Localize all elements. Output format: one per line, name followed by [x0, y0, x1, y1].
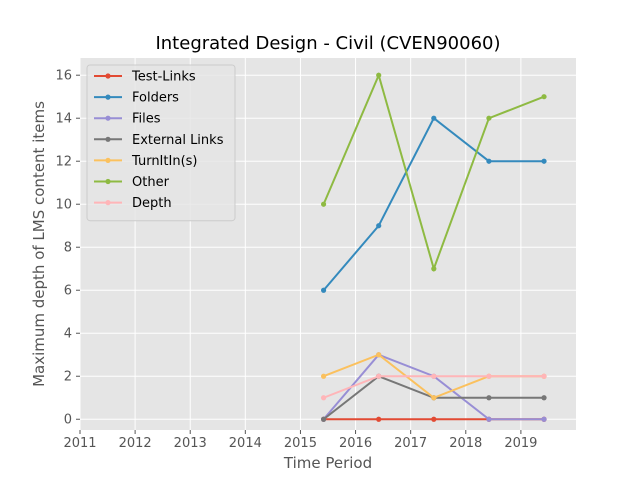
- data-point-folders: [376, 223, 382, 229]
- data-point-other: [320, 201, 327, 207]
- y-tick-label: 6: [64, 284, 72, 299]
- legend: Test-Links Folders Files External Links Turn…: [86, 64, 236, 222]
- legend-label-test-links: Test-Links: [131, 70, 196, 85]
- data-point-other: [486, 115, 492, 121]
- y-tick-label: 2: [64, 370, 72, 385]
- y-axis-label: Maximum depth of LMS content items: [30, 101, 48, 387]
- legend-box: [86, 64, 236, 222]
- data-point-other: [431, 266, 437, 272]
- data-point-external-links: [320, 416, 327, 422]
- x-tick-label: 2015: [284, 436, 317, 451]
- y-axis-ticks: 0 2 4 6 8 10 12 14 16: [55, 69, 80, 428]
- data-point-depth: [376, 373, 382, 379]
- y-tick-label: 4: [64, 327, 72, 342]
- y-tick-label: 8: [64, 241, 72, 256]
- data-point-folders: [486, 158, 492, 164]
- legend-marker-folders: [105, 94, 111, 100]
- legend-label-other: Other: [132, 175, 170, 190]
- data-point-test-links: [376, 416, 382, 422]
- data-point-test-links: [431, 416, 437, 422]
- legend-marker-depth: [105, 200, 111, 206]
- x-axis-ticks: 2011 2012 2013 2014 2015 2016 2017 2018 2019: [63, 430, 537, 451]
- legend-marker-turnitin-s: [105, 157, 111, 163]
- x-tick-label: 2019: [504, 436, 537, 451]
- legend-label-files: Files: [132, 112, 161, 127]
- x-tick-label: 2016: [339, 436, 372, 451]
- data-point-external-links: [486, 395, 492, 401]
- series-lines: [320, 72, 547, 422]
- y-tick-label: 12: [55, 155, 72, 170]
- chart-title: Integrated Design - Civil (CVEN90060): [155, 33, 500, 54]
- legend-marker-test-links: [105, 73, 111, 79]
- data-point-other: [376, 72, 382, 78]
- y-tick-label: 16: [55, 69, 72, 84]
- legend-label-external-links: External Links: [132, 133, 224, 148]
- legend-marker-other: [105, 178, 111, 185]
- y-tick-label: 14: [55, 112, 72, 127]
- legend-marker-files: [105, 115, 111, 121]
- y-tick-label: 10: [55, 198, 72, 213]
- data-point-depth: [486, 373, 492, 379]
- data-point-turnitin-s: [376, 352, 382, 358]
- data-point-depth: [320, 395, 327, 401]
- legend-label-turnitin-s: TurnItIn(s): [131, 154, 197, 169]
- data-point-depth: [431, 373, 437, 379]
- data-point-files: [541, 416, 547, 422]
- y-tick-label: 0: [64, 413, 72, 428]
- x-axis-label: Time Period: [283, 454, 372, 472]
- data-point-other: [541, 94, 547, 100]
- legend-label-folders: Folders: [132, 91, 179, 106]
- x-tick-label: 2014: [229, 436, 262, 451]
- data-point-turnitin-s: [320, 373, 327, 379]
- x-tick-label: 2011: [63, 436, 96, 451]
- data-point-files: [486, 416, 492, 422]
- x-tick-label: 2018: [449, 436, 482, 451]
- legend-marker-external-links: [105, 136, 111, 142]
- x-tick-label: 2013: [174, 436, 207, 451]
- data-point-folders: [431, 115, 437, 121]
- data-point-turnitin-s: [431, 395, 437, 401]
- data-point-external-links: [541, 395, 547, 401]
- x-tick-label: 2017: [394, 436, 427, 451]
- data-point-depth: [541, 373, 547, 379]
- x-tick-label: 2012: [119, 436, 152, 451]
- legend-label-depth: Depth: [132, 196, 172, 211]
- data-point-folders: [541, 158, 547, 164]
- data-point-folders: [320, 287, 327, 293]
